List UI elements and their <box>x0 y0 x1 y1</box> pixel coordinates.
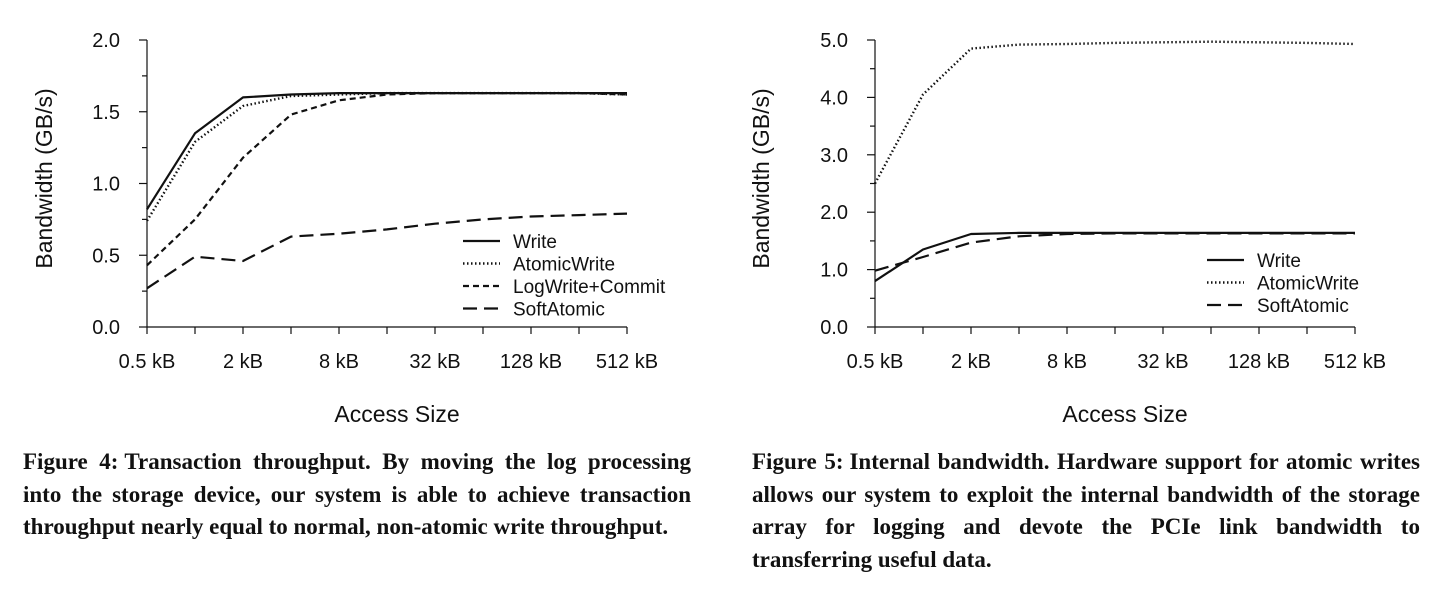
y-tick-label: 3.0 <box>820 145 848 167</box>
x-tick-label: 8 kB <box>319 351 359 373</box>
legend-label-atomicwrite: AtomicWrite <box>1257 274 1359 295</box>
y-axis-label: Bandwidth (GB/s) <box>748 88 774 268</box>
x-tick-label: 2 kB <box>223 351 263 373</box>
series-line-atomicwrite <box>145 91 628 222</box>
y-tick-label: 2.0 <box>820 202 848 224</box>
x-tick-label: 2 kB <box>951 351 991 373</box>
y-tick-label: 1.5 <box>92 102 120 124</box>
x-tick-label: 512 kB <box>596 351 658 373</box>
y-tick-label: 1.0 <box>820 260 848 282</box>
figure-5-caption-text: Internal bandwidth. Hardware support for… <box>752 449 1420 572</box>
figure-4-caption-label: Figure 4: <box>23 449 119 474</box>
y-tick-label: 5.0 <box>820 30 848 52</box>
y-tick-label: 0.5 <box>92 245 120 267</box>
x-tick-label: 8 kB <box>1047 351 1087 373</box>
legend: WriteAtomicWriteLogWrite+CommitSoftAtomi… <box>463 232 666 321</box>
y-tick-label: 1.0 <box>92 174 120 196</box>
legend-label-logwrite-commit: LogWrite+Commit <box>513 277 666 298</box>
legend-label-write: Write <box>1257 251 1301 272</box>
x-tick-label: 128 kB <box>1228 351 1290 373</box>
x-tick-label: 512 kB <box>1324 351 1386 373</box>
y-tick-label: 2.0 <box>92 30 120 52</box>
figure-4-caption: Figure 4: Transaction throughput. By movi… <box>23 446 691 544</box>
chart-internal-bandwidth: 0.0 1.0 2.0 3.0 4.0 5.0 0.5 kB 2 kB 8 kB 32 kB 128… <box>748 30 1386 427</box>
x-tick-label: 0.5 kB <box>119 351 176 373</box>
x-tick-label: 32 kB <box>409 351 460 373</box>
series-line-softatomic <box>874 232 1355 272</box>
x-axis-label: Access Size <box>334 401 459 427</box>
y-tick-label: 0.0 <box>92 317 120 339</box>
series-line-softatomic <box>146 212 628 290</box>
figure-4-caption-text: Transaction throughput. By moving the lo… <box>23 449 691 539</box>
y-tick-label: 0.0 <box>820 317 848 339</box>
legend-label-write: Write <box>513 232 557 253</box>
y-axis-label: Bandwidth (GB/s) <box>31 88 57 268</box>
x-tick-label: 0.5 kB <box>847 351 904 373</box>
series-line-atomicwrite <box>873 40 1356 185</box>
legend-label-atomicwrite: AtomicWrite <box>513 255 615 276</box>
figure-5: 0.0 1.0 2.0 3.0 4.0 5.0 0.5 kB 2 kB 8 kB 32 kB 128… <box>717 0 1434 594</box>
series-line-write <box>146 91 627 210</box>
figure-4: 0.0 0.5 1.0 1.5 2.0 0.5 kB 2 kB 8 kB 32 kB 128 kB… <box>23 30 691 544</box>
legend-label-softatomic: SoftAtomic <box>1257 296 1349 317</box>
x-tick-label: 128 kB <box>500 351 562 373</box>
y-tick-label: 4.0 <box>820 87 848 109</box>
x-tick-label: 32 kB <box>1137 351 1188 373</box>
figure-5-caption: Figure 5: Internal bandwidth. Hardware su… <box>752 446 1420 576</box>
x-axis-label: Access Size <box>1062 401 1187 427</box>
legend-label-softatomic: SoftAtomic <box>513 300 605 321</box>
figure-5-caption-label: Figure 5: <box>752 449 844 474</box>
chart-transaction-throughput: 0.0 0.5 1.0 1.5 2.0 0.5 kB 2 kB 8 kB 32 kB 128 kB… <box>31 30 666 427</box>
